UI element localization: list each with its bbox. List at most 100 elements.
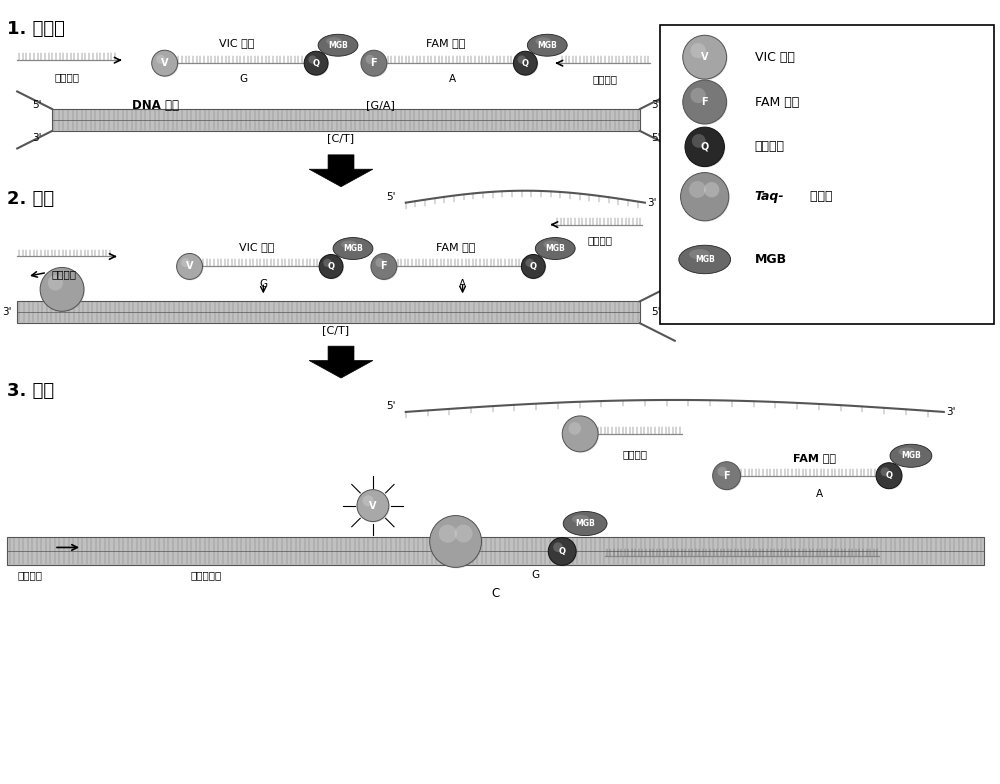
- Text: MGB: MGB: [901, 452, 921, 460]
- Text: MGB: MGB: [755, 253, 787, 266]
- Circle shape: [881, 467, 890, 477]
- Text: 延长的引物: 延长的引物: [191, 570, 222, 580]
- Ellipse shape: [689, 249, 710, 260]
- Text: 5': 5': [651, 133, 661, 143]
- Text: [G/A]: [G/A]: [366, 100, 395, 110]
- Circle shape: [181, 258, 190, 267]
- Text: Q: Q: [559, 547, 566, 556]
- Text: F: F: [381, 261, 387, 271]
- Circle shape: [685, 127, 724, 167]
- Circle shape: [684, 36, 728, 80]
- Circle shape: [323, 259, 332, 267]
- Text: DNA 样品: DNA 样品: [132, 99, 179, 111]
- Circle shape: [718, 466, 727, 477]
- Circle shape: [684, 81, 728, 125]
- Text: F: F: [371, 58, 377, 68]
- Circle shape: [686, 128, 725, 168]
- Circle shape: [683, 80, 727, 124]
- Text: 5': 5': [651, 307, 661, 318]
- Text: MGB: MGB: [343, 244, 363, 253]
- Text: FAM 探针: FAM 探针: [793, 453, 836, 463]
- Text: Taq-: Taq-: [755, 191, 784, 203]
- Text: [C/T]: [C/T]: [322, 325, 350, 336]
- Circle shape: [178, 255, 204, 281]
- Text: G: G: [531, 570, 539, 580]
- Text: FAM 探针: FAM 探针: [426, 38, 465, 49]
- Text: F: F: [701, 97, 708, 107]
- Bar: [52, 109, 640, 131]
- Circle shape: [682, 173, 730, 222]
- Circle shape: [308, 56, 317, 64]
- Polygon shape: [309, 155, 373, 187]
- Text: 3. 延伸: 3. 延伸: [7, 382, 54, 400]
- Text: MGB: MGB: [695, 255, 715, 264]
- Ellipse shape: [890, 445, 932, 467]
- Circle shape: [305, 53, 329, 76]
- Circle shape: [562, 416, 598, 452]
- Text: Q: Q: [701, 142, 709, 152]
- Circle shape: [319, 255, 343, 278]
- Text: 正向引物: 正向引物: [17, 570, 42, 580]
- Circle shape: [548, 538, 576, 565]
- Circle shape: [177, 253, 203, 279]
- Circle shape: [689, 181, 706, 198]
- Circle shape: [362, 51, 388, 77]
- Circle shape: [152, 50, 178, 76]
- Text: VIC 探针: VIC 探针: [239, 241, 274, 252]
- Circle shape: [153, 51, 179, 77]
- Ellipse shape: [535, 38, 551, 45]
- Circle shape: [48, 275, 63, 290]
- Ellipse shape: [318, 34, 358, 56]
- Ellipse shape: [535, 238, 575, 260]
- Text: 5': 5': [32, 100, 42, 110]
- Text: [C/T]: [C/T]: [327, 133, 355, 143]
- Ellipse shape: [527, 34, 567, 56]
- Circle shape: [439, 524, 457, 543]
- Circle shape: [431, 517, 483, 568]
- Circle shape: [692, 134, 706, 148]
- Circle shape: [522, 256, 546, 279]
- Text: 2. 退火: 2. 退火: [7, 190, 54, 208]
- Text: A: A: [449, 74, 456, 84]
- Text: 反向引物: 反向引物: [593, 74, 618, 84]
- Circle shape: [365, 55, 375, 64]
- Ellipse shape: [333, 238, 373, 260]
- Text: MGB: MGB: [328, 41, 348, 49]
- Bar: [7, 538, 984, 565]
- Circle shape: [549, 539, 577, 566]
- Text: Q: Q: [313, 59, 320, 67]
- Text: F: F: [723, 470, 730, 481]
- Circle shape: [40, 267, 84, 311]
- Text: Q: Q: [522, 59, 529, 67]
- Text: V: V: [369, 501, 377, 510]
- Text: MGB: MGB: [537, 41, 557, 49]
- Circle shape: [41, 268, 85, 312]
- Text: 1. 反应物: 1. 反应物: [7, 20, 65, 38]
- Text: Q: Q: [328, 262, 335, 271]
- Ellipse shape: [543, 241, 559, 249]
- Text: VIC 探针: VIC 探针: [219, 38, 254, 49]
- Ellipse shape: [326, 38, 342, 45]
- Text: VIC 染料: VIC 染料: [755, 51, 794, 64]
- Text: 反向引物: 反向引物: [622, 448, 647, 459]
- Text: 3': 3': [946, 407, 956, 417]
- Ellipse shape: [563, 511, 607, 535]
- Circle shape: [704, 182, 719, 198]
- Text: 聚合酶: 聚合酶: [806, 191, 833, 203]
- Circle shape: [521, 255, 545, 278]
- Circle shape: [363, 495, 374, 506]
- Ellipse shape: [341, 241, 357, 249]
- Text: Q: Q: [530, 262, 537, 271]
- Circle shape: [156, 55, 165, 64]
- Text: MGB: MGB: [545, 244, 565, 253]
- Text: FAM 探针: FAM 探针: [436, 241, 475, 252]
- Text: 5': 5': [386, 401, 396, 411]
- Circle shape: [714, 463, 742, 491]
- Text: 正向引物: 正向引物: [55, 72, 80, 82]
- Circle shape: [518, 56, 526, 64]
- Text: 3': 3': [2, 307, 12, 318]
- Circle shape: [876, 463, 902, 488]
- Circle shape: [713, 462, 741, 490]
- Text: C: C: [491, 586, 500, 600]
- Circle shape: [320, 256, 344, 279]
